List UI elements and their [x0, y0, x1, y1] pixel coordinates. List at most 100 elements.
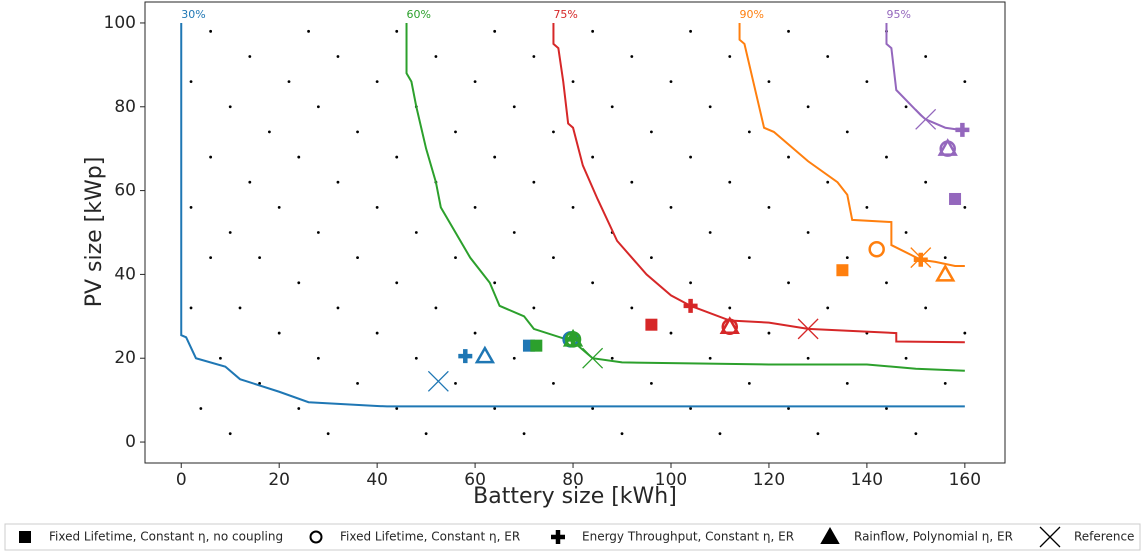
legend-label: Fixed Lifetime, Constant η, no coupling — [49, 530, 283, 544]
dot — [728, 306, 732, 310]
x-marker — [582, 347, 604, 369]
square-marker — [836, 264, 849, 277]
plus-marker — [913, 252, 928, 267]
dot — [336, 306, 340, 310]
dot — [943, 381, 947, 385]
plus-marker — [551, 530, 565, 544]
dot — [395, 155, 399, 159]
dot — [267, 130, 271, 134]
dot — [228, 231, 232, 234]
x-tick-label: 60 — [464, 470, 486, 490]
y-tick-label: 100 — [104, 13, 136, 33]
dot — [767, 331, 771, 335]
dot — [787, 29, 790, 33]
dot — [943, 256, 947, 260]
dot — [904, 231, 908, 234]
dot — [924, 55, 928, 58]
dot — [787, 155, 790, 159]
dot — [454, 256, 457, 260]
x-marker — [1039, 526, 1061, 548]
dot — [747, 130, 751, 134]
dot — [277, 331, 281, 335]
line-label: 75% — [553, 8, 577, 21]
x-tick-label: 40 — [366, 470, 388, 490]
dot — [209, 29, 213, 33]
triangle-marker — [474, 345, 496, 364]
dot — [845, 256, 849, 260]
circle-marker — [868, 241, 885, 258]
dot — [238, 306, 242, 310]
dot — [316, 231, 320, 234]
dot — [610, 356, 614, 360]
x-marker — [910, 247, 932, 269]
dot — [277, 205, 281, 209]
dot — [189, 306, 193, 310]
square-marker — [530, 339, 543, 352]
dot — [708, 356, 712, 360]
dot — [708, 231, 712, 234]
dot — [512, 231, 516, 234]
dot — [493, 407, 497, 410]
dot — [591, 29, 595, 33]
dot — [689, 407, 692, 410]
legend — [4, 523, 1141, 551]
dot — [571, 205, 575, 209]
triangle-marker — [719, 316, 740, 335]
dot — [728, 180, 732, 184]
dot — [806, 356, 810, 360]
dot — [473, 205, 477, 209]
y-tick-label: 20 — [114, 348, 136, 368]
plus-marker — [683, 298, 698, 313]
dot — [356, 256, 359, 260]
dot — [454, 130, 457, 134]
dot — [591, 281, 595, 285]
dot — [512, 105, 516, 109]
dot — [395, 407, 399, 410]
dot — [904, 356, 908, 360]
x-tick-label: 100 — [655, 470, 687, 490]
dot — [189, 205, 193, 209]
dot — [473, 331, 477, 335]
dot — [591, 407, 595, 410]
line-label: 90% — [740, 8, 764, 21]
dot — [620, 432, 624, 436]
dot — [571, 80, 575, 84]
dot — [904, 105, 908, 109]
x-tick-label: 0 — [176, 470, 187, 490]
dot — [826, 306, 830, 310]
dot — [806, 231, 810, 234]
line-label: 60% — [407, 8, 431, 21]
plot-frame — [144, 1, 1006, 464]
dot — [552, 130, 555, 134]
square-marker — [949, 192, 962, 205]
dot — [885, 407, 888, 410]
dot — [963, 80, 967, 84]
dot — [963, 205, 967, 209]
dot — [689, 155, 692, 159]
x-tick-label: 140 — [851, 470, 883, 490]
x-tick-label: 160 — [949, 470, 981, 490]
dot — [258, 256, 262, 260]
x-marker — [915, 108, 937, 130]
dot — [650, 130, 653, 134]
dot — [963, 331, 967, 335]
dot — [297, 155, 301, 159]
line — [738, 22, 965, 268]
dot — [493, 29, 497, 33]
dot — [297, 281, 301, 285]
dot — [375, 205, 379, 209]
dot — [287, 80, 291, 84]
dot — [747, 381, 751, 385]
dot — [630, 180, 634, 184]
dot — [414, 231, 418, 234]
triangle-marker — [820, 526, 840, 544]
dot — [552, 256, 555, 260]
plus-marker — [458, 349, 473, 364]
dot — [787, 281, 790, 285]
dot — [591, 155, 595, 159]
dot — [454, 381, 457, 385]
dot — [209, 256, 213, 260]
dot — [493, 281, 497, 285]
dot — [326, 432, 330, 436]
